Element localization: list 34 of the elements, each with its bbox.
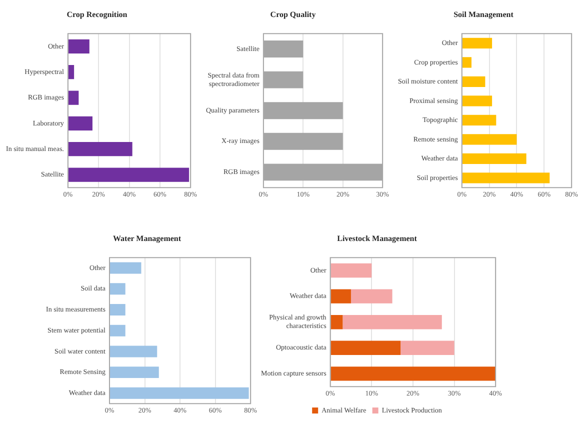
bar (462, 134, 517, 145)
chart-title: Crop Recognition (66, 10, 128, 19)
bar (330, 340, 401, 355)
chart-title: Livestock Management (337, 234, 418, 243)
bar (68, 39, 90, 54)
bar (462, 96, 492, 106)
chart-title: Soil Management (454, 10, 514, 19)
bar (68, 65, 74, 80)
bar (68, 116, 92, 130)
chart-title: Water Management (112, 234, 182, 243)
bar (110, 283, 126, 295)
bar (330, 366, 496, 381)
bar (110, 387, 249, 399)
bar (462, 114, 496, 126)
bar (462, 153, 526, 164)
bar (110, 262, 142, 274)
bar (68, 142, 132, 156)
bar (342, 315, 442, 330)
bar (68, 168, 190, 182)
bar (462, 76, 486, 88)
bar (330, 315, 343, 330)
bar (110, 324, 126, 336)
bar (330, 263, 372, 278)
bar (330, 289, 351, 304)
bar (462, 38, 492, 49)
bar (110, 304, 126, 316)
bar (68, 90, 79, 105)
bar (110, 366, 159, 378)
bar (110, 346, 158, 358)
chart-title: Crop Quality (270, 10, 316, 19)
bar (350, 289, 392, 304)
bar (462, 172, 550, 184)
bar (462, 57, 472, 68)
bar (400, 340, 454, 355)
